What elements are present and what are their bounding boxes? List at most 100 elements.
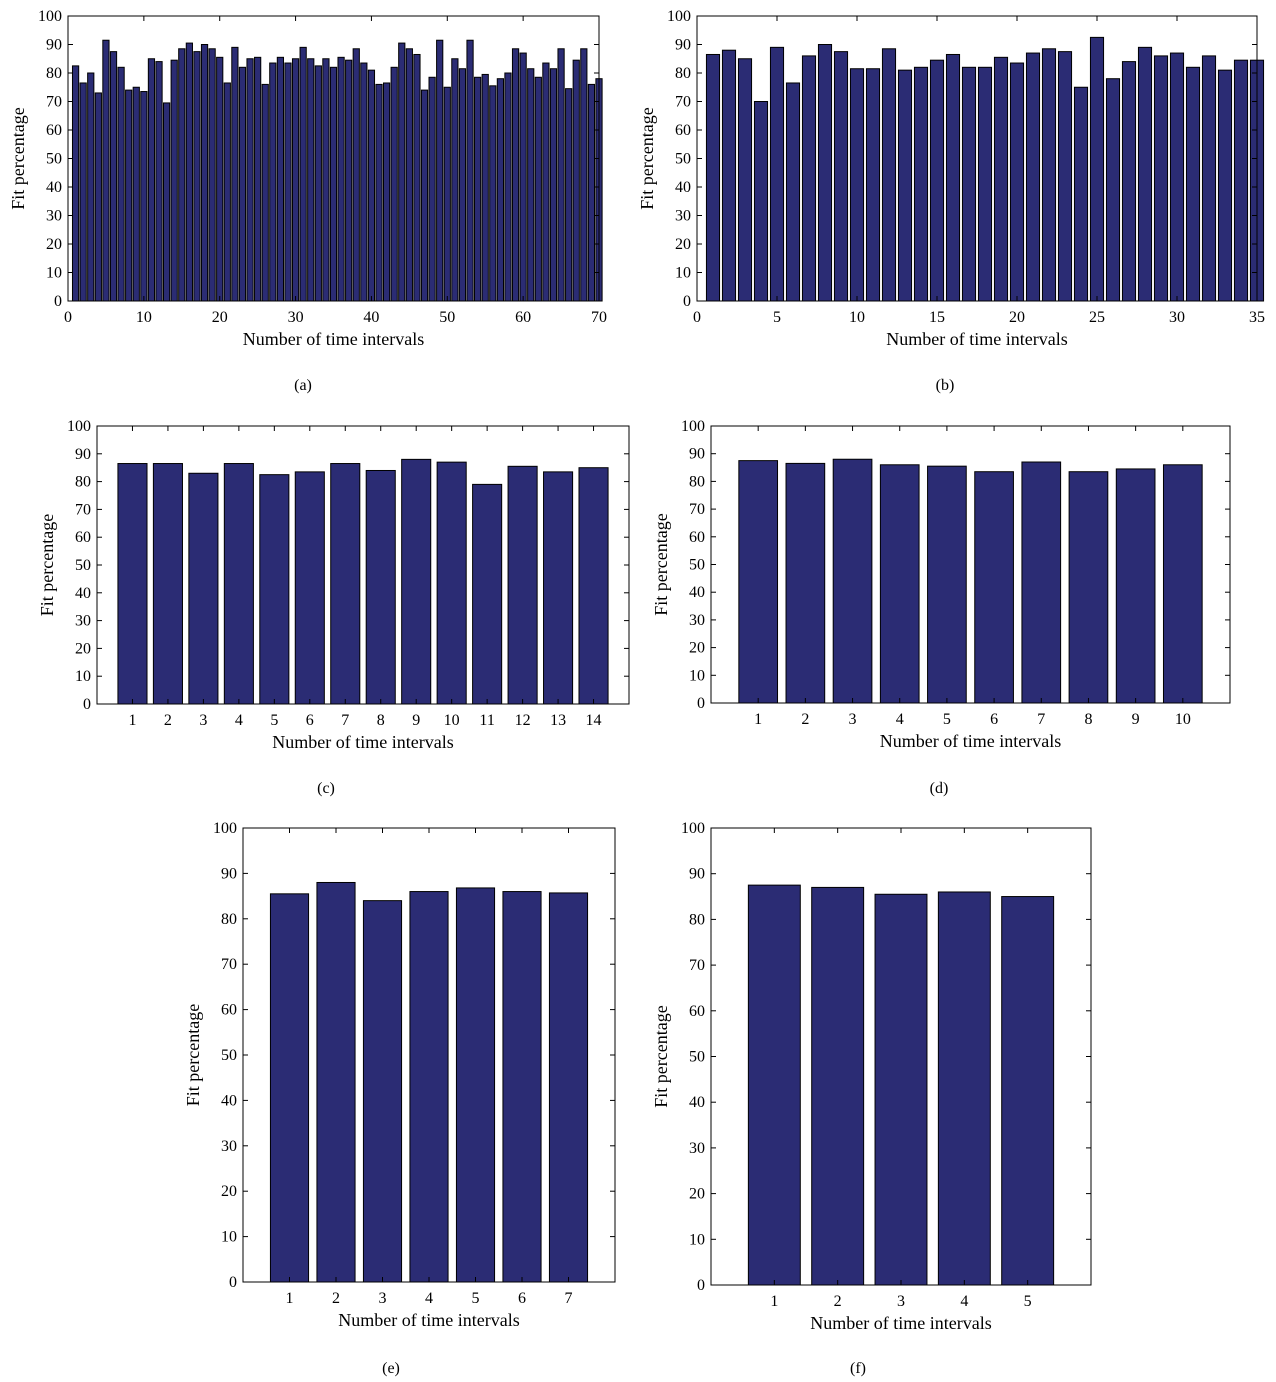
bar [269,62,277,302]
chart-panel: 0 10 20 30 40 50 60 70 80 90 100 1 2 3 4 5 Number of tim… [651,820,1092,1377]
x-tick-label: 7 [565,1290,573,1307]
bar [322,58,330,302]
bar [1217,69,1233,302]
x-tick-label: 30 [1169,309,1185,326]
y-tick-label: 60 [689,529,705,546]
bar [337,56,345,302]
bar [572,59,580,302]
y-tick-label: 60 [221,1002,237,1019]
chart-panel: 0 10 20 30 40 50 60 70 80 90 100 1 2 3 4 5 6 7 8 9 10 Number … [651,418,1231,797]
y-tick-label: 10 [46,265,62,282]
bar [152,463,183,705]
y-tick-label: 70 [689,501,705,518]
y-tick-label: 100 [667,8,691,25]
y-tick-label: 90 [689,866,705,883]
bar [1009,62,1025,302]
y-tick-label: 10 [75,668,91,685]
bar [496,78,504,302]
bar [511,48,520,302]
x-tick-label: 8 [377,712,385,729]
bar [398,42,406,302]
bar [223,463,254,705]
y-tick-label: 0 [697,695,705,712]
bar [458,68,467,302]
bar [382,82,391,302]
x-tick-label: 0 [64,309,72,326]
bar [420,89,429,302]
bar [502,891,542,1283]
y-tick-label: 20 [675,236,691,253]
y-axis-label: Fit percentage [651,1005,671,1107]
bar [330,463,361,705]
x-tick-label: 7 [341,712,349,729]
bar [102,39,110,302]
x-tick-label: 30 [288,309,304,326]
bar [329,66,338,302]
x-axis-label: Number of time intervals [880,731,1061,751]
x-tick-label: 1 [286,1290,294,1307]
x-tick-label: 2 [834,1293,842,1310]
bar [977,66,993,302]
bar [117,66,125,302]
y-tick-label: 30 [75,613,91,630]
bar [565,88,573,302]
y-tick-label: 30 [675,208,691,225]
bar [291,58,300,302]
x-tick-label: 35 [1249,309,1265,326]
x-tick-label: 3 [897,1293,905,1310]
panel-label: (c) [317,780,335,797]
x-tick-label: 20 [212,309,228,326]
bar [284,62,292,302]
y-tick-label: 30 [689,612,705,629]
bar [548,892,589,1283]
y-tick-label: 90 [675,37,691,54]
x-tick-label: 11 [479,712,494,729]
bar [94,92,102,302]
y-tick-label: 80 [221,911,237,928]
bar [223,82,231,302]
bar [1041,48,1057,302]
bar [413,53,421,302]
x-tick-label: 3 [199,712,207,729]
x-tick-label: 4 [235,712,243,729]
y-tick-label: 40 [221,1092,237,1109]
x-tick-label: 1 [754,711,762,728]
bar [405,48,413,302]
y-tick-label: 70 [675,94,691,111]
x-tick-label: 12 [515,712,531,729]
x-tick-label: 70 [591,309,607,326]
y-tick-label: 100 [681,418,705,435]
bar [200,44,209,302]
x-tick-label: 9 [412,712,420,729]
y-tick-label: 70 [689,957,705,974]
y-tick-label: 80 [75,474,91,491]
bar [489,85,497,302]
bar [1121,61,1137,302]
x-tick-label: 4 [896,711,904,728]
bar [879,464,920,704]
x-tick-label: 10 [444,712,460,729]
y-tick-label: 40 [689,584,705,601]
chart-panel: 0 10 20 30 40 50 60 70 80 90 100 0 10 20 30 40 50 60 70 Num… [8,8,607,394]
y-tick-label: 50 [689,557,705,574]
y-tick-label: 20 [689,640,705,657]
y-tick-label: 40 [675,179,691,196]
bar [769,46,785,302]
x-tick-label: 2 [164,712,172,729]
bar [208,48,216,302]
bar [428,76,436,302]
y-tick-label: 20 [46,236,62,253]
bar [504,72,512,302]
bar [216,56,224,302]
x-tick-label: 15 [929,309,945,326]
y-tick-label: 10 [221,1229,237,1246]
x-tick-label: 60 [515,309,531,326]
x-tick-label: 3 [849,711,857,728]
bar [1185,66,1201,302]
panel-label: (a) [294,377,312,394]
bar [294,471,325,705]
chart-panel: 0 10 20 30 40 50 60 70 80 90 100 0 5 10 15 20 25 30 35 Numb… [637,8,1265,394]
bar [155,61,163,302]
bar [1057,51,1073,302]
bar [147,58,156,302]
